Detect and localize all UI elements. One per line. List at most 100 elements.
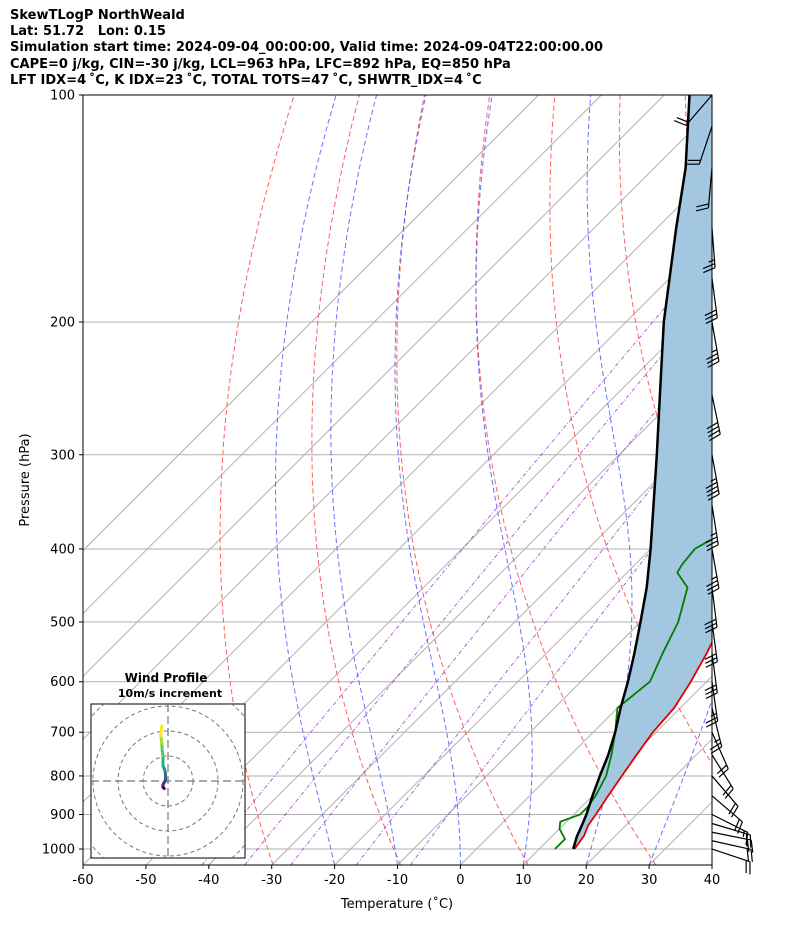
barb-full [704,653,717,660]
dry-adiabat [396,95,529,865]
barb-shaft [711,587,718,628]
temperature-profile-line [573,640,712,850]
barb-full [716,764,728,775]
cin-shaded-region [573,95,712,849]
barb-full [704,618,717,626]
barb-shaft [711,548,720,589]
wind-barb [704,587,718,634]
barb-shaft [711,394,721,435]
isotherm-line [83,95,602,615]
barb-full [705,313,718,321]
dry-adiabat [750,95,794,865]
mixing-ratio-line [201,250,712,865]
x-tick-label: -20 [324,873,345,888]
barb-shaft [711,848,751,863]
wind-barb [711,813,749,846]
hodograph-plot [91,704,245,858]
x-tick-label: -30 [261,873,282,888]
profile-lines [554,95,712,850]
barb-full [705,481,718,489]
dry-adiabat [219,95,295,865]
barb-full [674,120,687,126]
barb-shaft [711,278,718,318]
wind-barb [674,94,713,126]
wind-barb [705,505,719,552]
barb-half [711,576,718,581]
wind-barb [686,126,713,165]
barb-full [705,657,718,664]
barb-half [742,830,745,837]
wind-barb [705,454,720,501]
barb-full [705,688,718,696]
isotherm-line [397,549,712,865]
barb-full [704,684,717,692]
y-tick-label: 600 [50,675,75,690]
hodograph-segment [159,724,164,733]
isotherm-line [460,612,712,865]
x-tick-label: 20 [578,873,595,888]
isotherm-line [208,361,712,865]
isotherm-line [83,95,539,552]
wind-barb [706,394,721,442]
wind-barbs [674,94,754,875]
barb-full [707,489,719,497]
isotherm-line [522,675,712,865]
hodograph-subtitle: 10m/s increment [118,687,222,700]
barb-shaft [711,321,720,362]
barb-full [704,309,717,317]
barb-full [706,540,718,548]
title-station: SkewTLogP NorthWeald [10,8,185,23]
wind-barb [711,795,743,834]
indices-info: LFT IDX=4 ˚C, K IDX=23 ˚C, TOTAL TOTS=47… [10,72,482,88]
wind-barb [704,278,718,324]
y-tick-label: 400 [50,542,75,557]
hodograph-inset: Wind Profile 10m/s increment [90,671,246,859]
x-tick-label: -60 [72,873,93,888]
x-tick-label: 10 [515,873,532,888]
barb-half [708,259,715,263]
barb-full [706,356,719,364]
wind-barb [711,754,734,799]
barb-half [711,349,718,354]
y-tick-label: 700 [50,726,75,741]
wind-barb [711,848,751,875]
x-axis-label: Temperature (˚C) [340,896,453,912]
barb-full [705,317,718,324]
moist-adiabat [475,95,533,865]
mixing-ratio-line [244,294,712,865]
isotherm-line [145,298,712,865]
barb-full [707,587,720,595]
barb-shaft [711,775,739,807]
dry-adiabat [618,95,712,568]
y-tick-label: 300 [50,448,75,463]
time-info: Simulation start time: 2024-09-04_00:00:… [10,40,603,56]
barb-full [705,626,718,634]
moist-adiabat [585,95,633,865]
barb-full [710,746,723,755]
barb-full [704,622,717,630]
barb-shaft [711,831,752,841]
barb-full [718,768,729,778]
isotherm-line [271,423,712,865]
x-tick-label: -10 [387,873,408,888]
wind-barb [711,731,729,778]
barb-full [746,848,750,862]
barb-full [705,536,718,544]
cape-info: CAPE=0 j/kg, CIN=-30 j/kg, LCL=963 hPa, … [10,56,511,72]
wind-barb [711,831,754,853]
x-tick-label: 0 [456,873,464,888]
barb-full [705,716,718,724]
wind-barb [711,840,753,863]
isotherm-line [334,486,712,865]
barb-full [731,806,739,818]
y-tick-label: 100 [50,89,75,104]
y-tick-label: 500 [50,616,75,631]
barb-full [750,849,753,863]
barb-full [709,742,722,751]
moist-adiabat [394,95,461,865]
barb-shaft [711,731,729,770]
mixing-ratio-line [290,341,712,865]
barb-full [695,207,709,212]
barb-full [706,485,719,493]
